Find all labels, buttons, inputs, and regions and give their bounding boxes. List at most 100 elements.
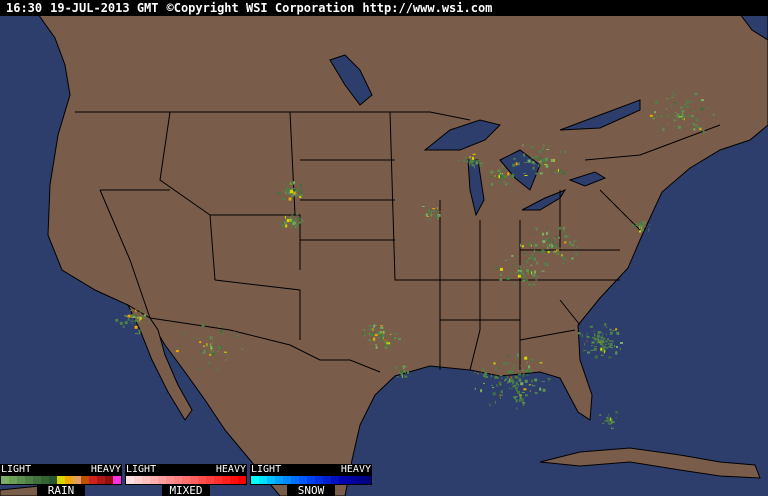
radar-echo (370, 334, 374, 337)
radar-echo (549, 244, 550, 247)
legend-swatch (17, 476, 25, 484)
radar-echo (212, 345, 214, 349)
radar-echo (512, 383, 514, 385)
legend-name: RAIN (37, 485, 85, 496)
radar-echo (539, 362, 543, 364)
radar-echo (602, 345, 604, 349)
radar-echo (615, 351, 618, 355)
radar-echo (599, 336, 602, 338)
radar-echo (480, 389, 483, 393)
radar-echo (479, 164, 483, 167)
radar-echo (681, 117, 683, 120)
radar-echo (617, 332, 620, 335)
radar-echo (591, 341, 595, 344)
radar-echo (281, 224, 285, 228)
radar-echo (615, 328, 618, 331)
radar-echo (369, 327, 373, 331)
radar-echo (293, 219, 297, 222)
radar-echo (673, 101, 676, 105)
radar-echo (609, 340, 611, 342)
radar-echo (662, 126, 663, 128)
radar-echo (593, 330, 595, 332)
radar-echo (608, 345, 612, 348)
radar-echo (388, 342, 390, 344)
lake-ontario (568, 171, 607, 187)
canada-border (75, 111, 471, 121)
radar-echo (396, 376, 399, 378)
radar-echo (385, 346, 389, 348)
radar-echo (367, 332, 370, 334)
legend-swatch (307, 476, 315, 484)
land-mass (0, 13, 768, 496)
radar-echo (522, 144, 524, 147)
radar-echo (542, 146, 544, 150)
radar-echo (533, 161, 535, 164)
radar-echo (395, 340, 397, 342)
url-link[interactable]: http://www.wsi.com (362, 1, 493, 15)
radar-echo (525, 369, 529, 373)
radar-echo (501, 176, 505, 180)
radar-echo (548, 238, 551, 242)
radar-echo (541, 249, 545, 253)
radar-echo (200, 349, 202, 353)
radar-echo (619, 347, 621, 350)
radar-echo (509, 381, 511, 383)
radar-echo (386, 341, 387, 343)
radar-echo (545, 264, 549, 266)
radar-echo (382, 336, 384, 340)
radar-echo (525, 374, 529, 376)
state-line (389, 111, 440, 281)
radar-echo (558, 226, 562, 230)
radar-echo (375, 344, 377, 346)
radar-echo (296, 216, 300, 219)
radar-echo (437, 211, 441, 213)
radar-echo (375, 345, 378, 349)
radar-echo (290, 218, 292, 222)
legend-swatch (267, 476, 275, 484)
radar-echo (499, 181, 501, 184)
radar-echo (515, 399, 518, 403)
radar-echo (301, 194, 303, 198)
radar-echo (602, 333, 604, 335)
radar-echo (283, 188, 285, 190)
radar-echo (545, 157, 548, 161)
radar-echo (234, 331, 236, 333)
radar-echo (531, 161, 535, 165)
radar-echo (611, 347, 614, 349)
time-label: 16:30 (6, 1, 43, 15)
radar-echoes (115, 91, 715, 430)
radar-echo (123, 315, 127, 317)
radar-echo (649, 114, 653, 117)
radar-echo (282, 190, 284, 192)
radar-echo (463, 160, 466, 162)
radar-echo (196, 338, 199, 340)
radar-echo (683, 118, 685, 121)
radar-echo (203, 345, 205, 347)
radar-echo (666, 115, 669, 118)
radar-echo (712, 113, 715, 116)
radar-echo (564, 257, 566, 259)
radar-echo (584, 343, 585, 346)
radar-echo (211, 349, 215, 352)
radar-echo (538, 149, 542, 153)
radar-echo (542, 388, 546, 392)
radar-echo (509, 272, 513, 274)
radar-echo (535, 279, 538, 281)
radar-echo (536, 227, 538, 231)
radar-echo (383, 330, 385, 334)
radar-echo (611, 421, 613, 424)
radar-echo (299, 196, 302, 198)
legend-swatch (150, 476, 158, 484)
radar-echo (285, 187, 287, 189)
radar-echo (132, 314, 135, 317)
radar-echo (139, 310, 141, 314)
radar-echo (531, 384, 533, 386)
radar-echo (659, 115, 663, 118)
radar-echo (298, 188, 301, 191)
radar-echo (500, 175, 503, 179)
radar-echo (566, 235, 569, 238)
radar-echo (291, 224, 293, 226)
radar-echo (511, 378, 515, 380)
radar-echo (522, 403, 525, 406)
radar-echo (658, 124, 660, 125)
